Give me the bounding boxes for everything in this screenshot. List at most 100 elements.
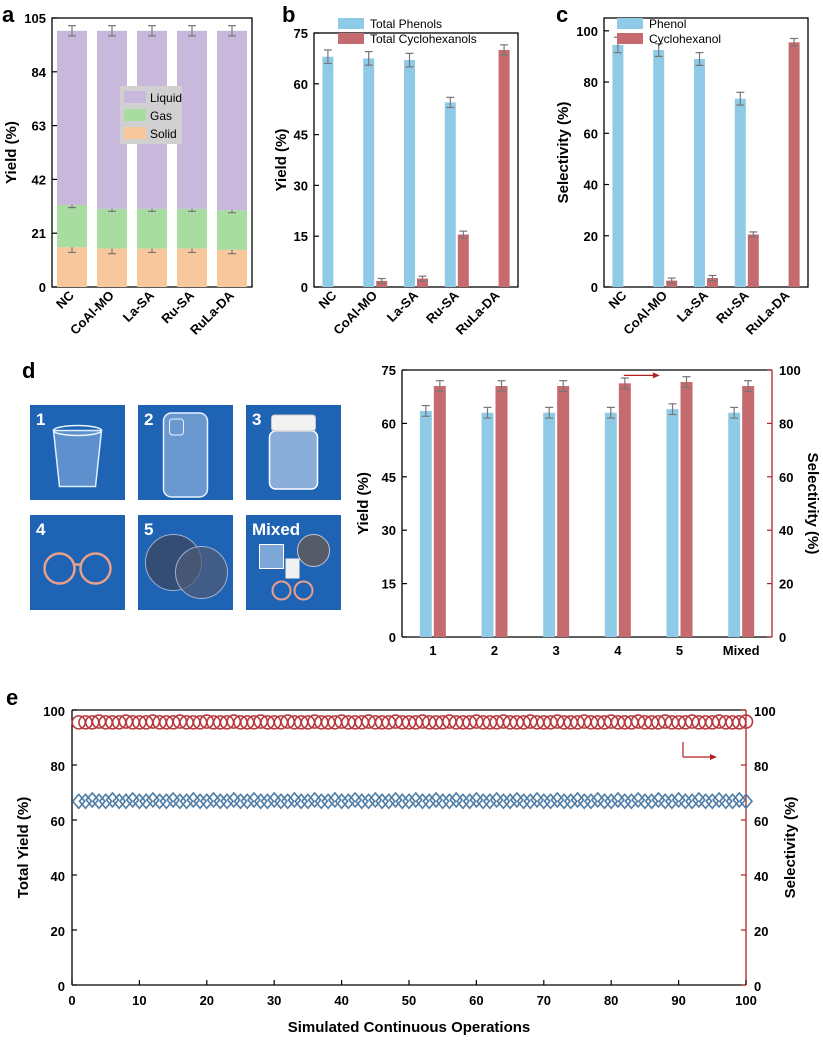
x-tick-label: La-SA <box>120 287 158 325</box>
y-tick-label: 80 <box>51 759 65 774</box>
photo-6: Mixed <box>246 515 341 610</box>
point-yield <box>253 793 268 810</box>
photo-label: Mixed <box>252 520 300 539</box>
y-tick-label: 60 <box>51 814 65 829</box>
bar-solid <box>177 248 207 287</box>
camera-cutout <box>169 418 184 436</box>
x-tick-label: Ru-SA <box>158 287 197 326</box>
bar-series-1 <box>612 44 624 288</box>
photo-label: 3 <box>252 410 261 429</box>
y2-axis-label: Selectivity (%) <box>782 797 799 899</box>
plastic-jar-icon <box>268 414 319 490</box>
cup-rim <box>52 424 103 437</box>
y-tick-label: 60 <box>382 416 396 431</box>
bar-series-2 <box>788 42 800 287</box>
jar-body <box>268 430 319 490</box>
y-axis-label: Selectivity (%) <box>555 102 572 204</box>
y-tick-label: 60 <box>584 126 598 141</box>
y2-tick-label: 80 <box>779 416 793 431</box>
bar-series-1 <box>734 98 746 287</box>
y-tick-label: 15 <box>382 577 396 592</box>
photo-label: 1 <box>36 410 45 429</box>
x-tick-label: RuLa-DA <box>453 287 503 337</box>
y-tick-label: 60 <box>294 77 308 92</box>
x-tick-label: CoAl-MO <box>620 288 670 338</box>
y-tick-label: 100 <box>43 704 65 719</box>
point-yield <box>476 793 491 810</box>
right-axis-arrowhead <box>710 754 717 760</box>
legend-swatch <box>617 18 643 29</box>
x-tick-label: CoAl-MO <box>330 288 380 338</box>
point-yield <box>213 793 228 810</box>
point-yield <box>523 793 538 810</box>
bar-yield <box>666 409 679 637</box>
y-axis-label: Total Yield (%) <box>15 797 32 898</box>
y-tick-label: 63 <box>32 119 46 134</box>
x-tick-label: NC <box>605 287 629 311</box>
y-tick-label: 75 <box>294 26 308 41</box>
panel-label-d: d <box>22 358 35 383</box>
bar-gas <box>137 208 167 249</box>
right-lens <box>79 552 112 585</box>
point-yield <box>300 793 315 810</box>
photo-background <box>138 405 233 500</box>
point-yield <box>233 793 248 810</box>
dome-right <box>175 546 228 599</box>
bar-solid <box>217 249 247 287</box>
y-axis-label: Yield (%) <box>3 121 20 184</box>
point-yield <box>294 793 309 810</box>
bar-selectivity <box>742 386 755 637</box>
mixed-plastics-icon <box>259 534 330 601</box>
point-yield <box>718 793 733 810</box>
point-yield <box>644 793 659 810</box>
x-tick-label: 30 <box>267 993 281 1008</box>
bar-series-2 <box>417 278 428 287</box>
point-yield <box>260 793 275 810</box>
x-tick-label: 10 <box>132 993 146 1008</box>
x-axis-label: Simulated Continuous Operations <box>288 1019 531 1036</box>
bar-selectivity <box>495 386 508 637</box>
point-yield <box>374 793 390 810</box>
point-yield <box>455 793 470 810</box>
point-yield <box>401 793 417 810</box>
point-yield <box>71 793 86 810</box>
y2-tick-label: 60 <box>754 814 768 829</box>
bar-series-1 <box>322 56 334 287</box>
point-yield <box>172 793 187 810</box>
y-tick-label: 45 <box>382 470 396 485</box>
panel-label-c: c <box>556 2 568 27</box>
point-selectivity <box>731 715 747 730</box>
x-tick-label: Ru-SA <box>713 287 752 326</box>
point-yield <box>698 793 713 810</box>
photo-2: 2 <box>138 405 233 500</box>
y-tick-label: 0 <box>591 280 598 295</box>
x-tick-label: 3 <box>553 643 560 658</box>
legend-swatch <box>124 109 146 121</box>
bar-series-2 <box>707 278 718 287</box>
y2-tick-label: 40 <box>779 523 793 538</box>
bar-solid <box>57 247 87 287</box>
y2-tick-label: 0 <box>779 630 786 645</box>
y-tick-label: 30 <box>294 178 308 193</box>
mixed-lens-left <box>271 580 292 601</box>
eyeglasses-icon <box>43 552 112 585</box>
legend-label: Cyclohexanol <box>649 32 721 46</box>
case-outline <box>162 412 209 498</box>
jar-lid <box>271 414 316 432</box>
y2-tick-label: 60 <box>779 470 793 485</box>
phone-case-icon <box>162 412 209 498</box>
bar-yield <box>728 412 741 637</box>
point-yield <box>624 793 639 810</box>
photo-3: 3 <box>246 405 341 500</box>
point-yield <box>219 793 235 810</box>
left-lens <box>43 552 76 585</box>
legend-label: Solid <box>150 127 177 141</box>
point-yield <box>321 793 336 810</box>
point-yield <box>577 793 592 810</box>
legend-swatch <box>338 33 364 44</box>
point-yield <box>658 793 673 810</box>
legend-swatch <box>617 33 643 44</box>
